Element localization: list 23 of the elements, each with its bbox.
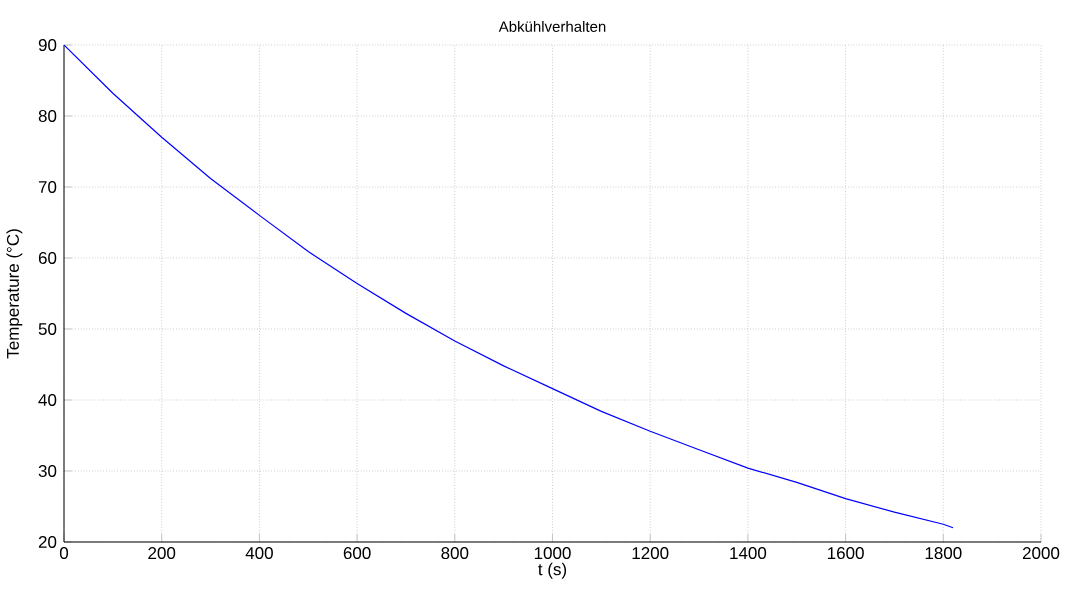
x-tick-label: 2000 [1022,547,1060,560]
x-tick-label: 600 [343,547,371,560]
x-tick-label: 1400 [730,547,767,560]
y-tick-label: 70 [38,180,57,193]
x-tick-label: 800 [441,547,469,560]
y-axis-title: Temperature (°C) [6,229,23,359]
y-tick-label: 80 [38,109,57,122]
x-tick-label: 0 [59,547,69,560]
y-tick-label: 90 [38,38,57,51]
x-tick-label: 400 [245,547,273,560]
x-tick-label: 1200 [632,547,669,560]
chart-title: Abkühlverhalten [498,20,606,32]
y-tick-label: 60 [38,251,57,264]
x-axis-title: t (s) [538,562,567,579]
y-tick-label: 50 [38,322,57,335]
y-tick-label: 20 [38,535,57,548]
x-tick-label: 1600 [827,547,864,560]
line-series [64,45,954,529]
y-tick-label: 30 [38,464,57,477]
x-tick-label: 200 [148,547,176,560]
y-tick-label: 40 [38,393,57,406]
x-tick-label: 1800 [925,547,962,560]
x-tick-label: 1000 [534,547,571,560]
